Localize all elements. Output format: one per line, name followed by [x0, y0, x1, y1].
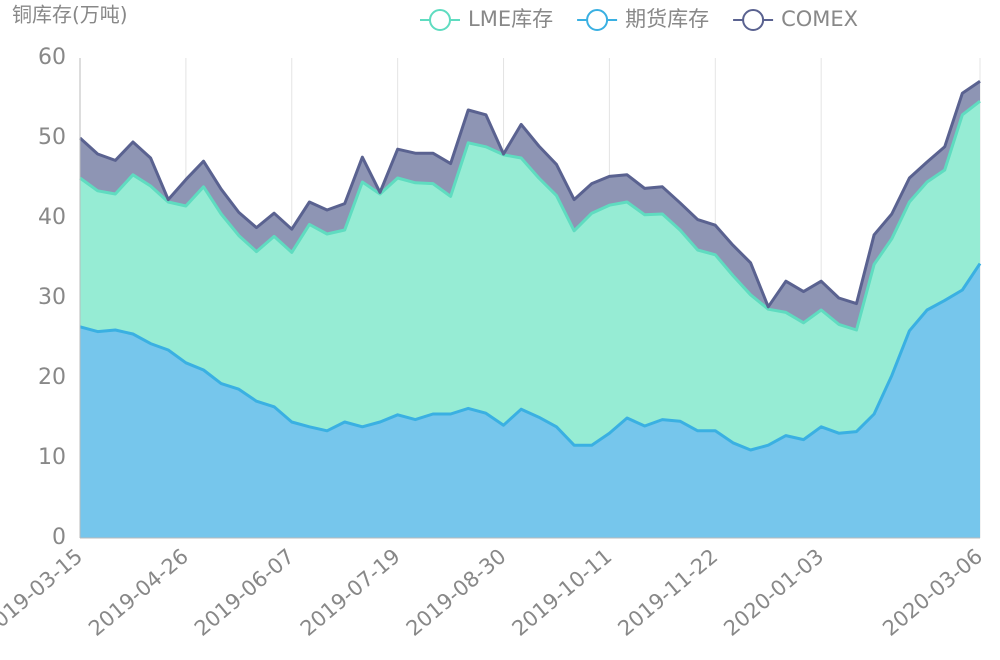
x-tick-label: 2019-08-30 — [402, 544, 511, 641]
y-tick-label: 0 — [52, 525, 66, 550]
legend-item: 期货库存 — [577, 7, 709, 31]
x-tick-label: 2019-10-11 — [508, 544, 617, 641]
x-tick-label: 2020-03-06 — [878, 544, 987, 641]
legend-label: COMEX — [781, 7, 858, 31]
series-line — [78, 79, 981, 309]
legend-marker — [586, 9, 609, 31]
series-line — [79, 100, 981, 332]
x-tick-label: 2019-11-22 — [613, 544, 722, 641]
legend-item: COMEX — [733, 7, 858, 31]
y-tick-label: 20 — [38, 365, 66, 390]
legend-marker — [742, 9, 765, 31]
y-tick-label: 10 — [38, 445, 66, 470]
legend-label: 期货库存 — [625, 7, 709, 31]
y-tick-label: 30 — [38, 285, 66, 310]
y-tick-label: 60 — [38, 45, 66, 70]
legend-item: LME库存 — [420, 7, 553, 31]
x-tick-label: 2019-03-15 — [0, 544, 87, 641]
area — [80, 101, 980, 450]
x-tick-label: 2019-04-26 — [84, 544, 193, 641]
chart-title: 铜库存(万吨) — [12, 3, 128, 27]
y-tick-label: 40 — [38, 205, 66, 230]
x-tick-label: 2019-06-07 — [190, 544, 299, 641]
x-tick-label: 2019-07-19 — [296, 544, 405, 641]
legend-label: LME库存 — [468, 7, 553, 31]
y-tick-label: 50 — [38, 125, 66, 150]
series-line — [79, 262, 982, 452]
legend-marker — [429, 9, 451, 31]
x-tick-label: 2020-01-03 — [719, 544, 828, 641]
area — [80, 263, 980, 538]
